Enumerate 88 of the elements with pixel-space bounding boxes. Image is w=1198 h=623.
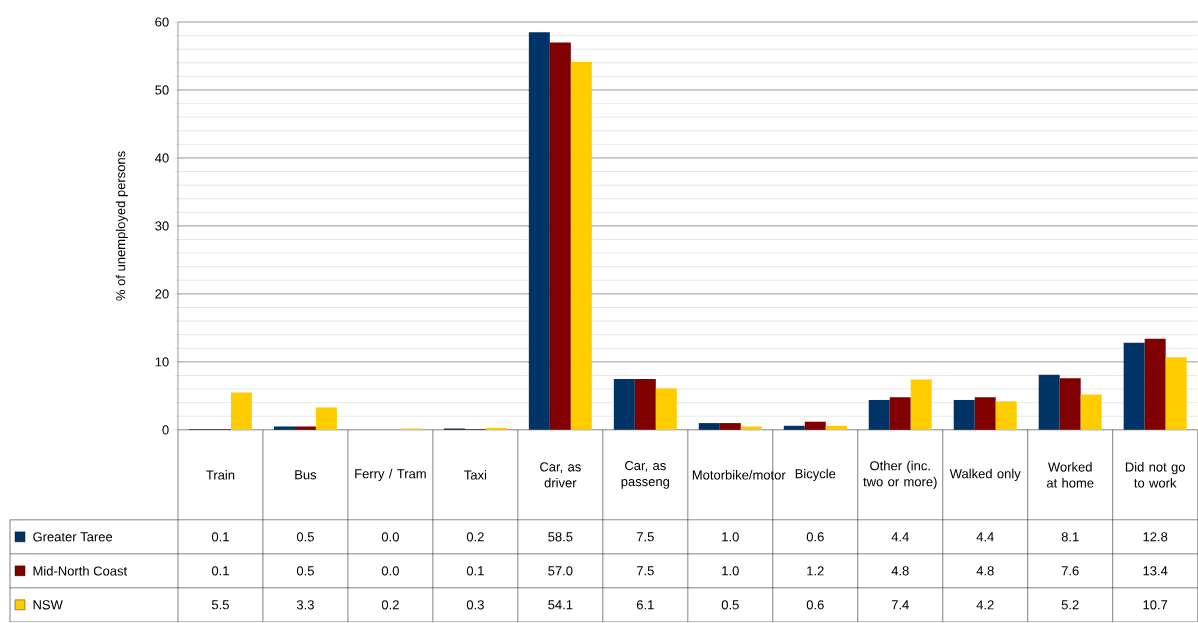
data-label: 8.1	[1061, 532, 1079, 542]
data-label: 0.1	[211, 532, 229, 542]
bar	[698, 423, 720, 430]
legend-label: NSW	[33, 600, 63, 610]
data-label: 4.4	[891, 532, 909, 542]
bar	[570, 62, 592, 430]
y-tick-label: 60	[155, 17, 169, 27]
bar	[974, 397, 996, 430]
x-tick-label: Train	[206, 470, 235, 480]
bar	[273, 426, 295, 430]
bar	[1165, 357, 1187, 430]
x-tick-label: Bus	[295, 470, 317, 480]
data-label: 4.8	[976, 566, 994, 576]
y-tick-label: 10	[155, 357, 169, 367]
data-label: 1.0	[722, 532, 739, 542]
bar	[1123, 342, 1145, 430]
bar	[528, 32, 550, 430]
data-label: 0.6	[806, 532, 824, 542]
data-label: 0.2	[381, 600, 399, 610]
data-label: 7.6	[1061, 566, 1079, 576]
bar	[783, 425, 805, 430]
legend-label: Greater Taree	[33, 532, 113, 542]
x-tick-label: Car, as passeng	[621, 461, 670, 489]
data-label: 0.0	[381, 532, 399, 542]
y-tick-label: 40	[155, 153, 169, 163]
bar	[804, 421, 826, 430]
bar	[825, 425, 847, 430]
data-label: 0.5	[296, 532, 314, 542]
x-tick-label: Worked at home	[1046, 462, 1094, 488]
bar	[613, 378, 635, 430]
data-label: 4.4	[976, 532, 994, 542]
data-label: 13.4	[1143, 566, 1168, 576]
bar	[1080, 394, 1102, 430]
data-label: 0.3	[466, 600, 484, 610]
data-label: 0.6	[806, 600, 824, 610]
data-label: 1.0	[722, 566, 739, 576]
data-label: 5.2	[1061, 600, 1079, 610]
data-label: 0.2	[466, 532, 484, 542]
data-label: 1.2	[807, 566, 824, 576]
data-label: 0.5	[721, 600, 739, 610]
bar	[995, 401, 1017, 430]
data-label: 12.8	[1143, 532, 1168, 542]
bar	[294, 426, 316, 430]
y-tick-label: 20	[155, 289, 169, 299]
x-tick-label: Ferry / Tram	[355, 468, 426, 482]
data-label: 7.5	[636, 532, 654, 542]
bar	[1144, 338, 1166, 430]
data-label: 10.7	[1143, 600, 1168, 610]
bar	[634, 378, 656, 430]
data-label: 57.0	[548, 566, 573, 576]
bar	[230, 392, 252, 430]
bar	[549, 42, 571, 430]
bar	[1059, 378, 1081, 430]
bar	[655, 388, 677, 430]
data-label: 4.8	[891, 566, 909, 576]
bar	[315, 407, 337, 430]
legend-label: Mid-North Coast	[33, 566, 128, 576]
data-label: 0.1	[466, 566, 484, 576]
data-label: 7.5	[636, 566, 654, 576]
data-label: 4.2	[976, 600, 994, 610]
y-tick-label: 0	[162, 425, 169, 435]
x-tick-label: Motorbike/motor	[692, 470, 786, 480]
bar	[868, 400, 890, 430]
y-tick-label: 50	[155, 85, 169, 95]
data-label: 5.5	[211, 600, 229, 610]
data-label: 7.4	[891, 600, 909, 610]
bar	[1038, 374, 1060, 430]
x-tick-label: Bicycle	[795, 468, 836, 482]
data-label: 0.1	[211, 566, 229, 576]
data-label: 54.1	[548, 600, 573, 610]
bar	[719, 423, 741, 430]
bar	[889, 397, 911, 430]
y-tick-label: 30	[155, 221, 169, 231]
y-axis-title: % of unemployed persons	[115, 151, 128, 301]
x-tick-label: Taxi	[464, 470, 487, 480]
data-label: 58.5	[548, 532, 573, 542]
data-label: 6.1	[636, 600, 654, 610]
bar	[953, 400, 975, 430]
data-label: 0.5	[296, 566, 314, 576]
bar	[910, 379, 932, 430]
data-label: 3.3	[296, 600, 314, 610]
x-tick-label: Other (inc. two or more)	[863, 460, 937, 490]
bar	[740, 426, 762, 430]
bar	[485, 427, 507, 430]
x-tick-label: Did not go to work	[1125, 462, 1185, 488]
x-tick-label: Car, as driver	[540, 462, 581, 488]
x-tick-label: Walked only	[949, 468, 1021, 482]
data-label: 0.0	[381, 566, 399, 576]
